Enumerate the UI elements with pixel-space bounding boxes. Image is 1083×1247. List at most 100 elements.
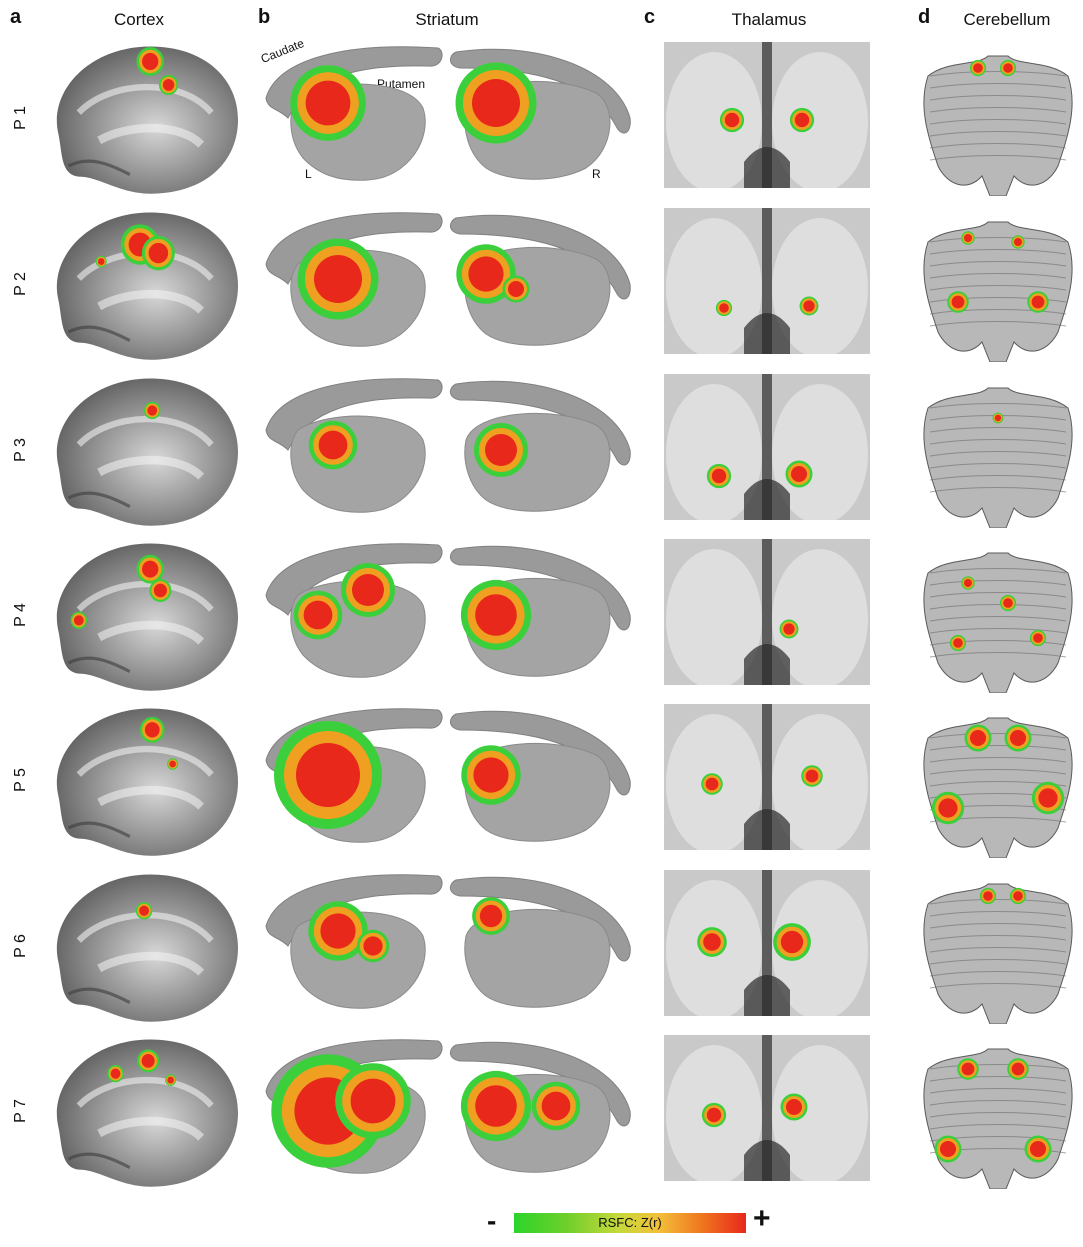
panel-title-cerebellum: Cerebellum [963, 10, 1051, 29]
cerebellum-activation-cluster [1007, 1058, 1029, 1080]
thalamus-mri-slice [664, 539, 870, 685]
cerebellum-activation-cluster [931, 791, 965, 825]
color-scale-bar: RSFC: Z(r) [514, 1213, 746, 1233]
cerebellum-activation-cluster [949, 634, 967, 652]
striatum-left-activation-cluster [356, 929, 390, 963]
cerebellum-flatmap [918, 1039, 1078, 1189]
striatum-right-activation-cluster [474, 423, 528, 477]
striatum-left-surface [258, 38, 448, 198]
right-hemisphere-label: R [592, 167, 601, 181]
cerebellum-flatmap [918, 46, 1078, 196]
striatum-left-activation-cluster [308, 420, 358, 470]
cerebellum-activation-cluster [957, 1058, 979, 1080]
cortex-activation-cluster [139, 716, 165, 743]
striatum-right-surface [446, 1031, 636, 1191]
panel-letter-d: d [918, 6, 931, 28]
striatum-right-surface [446, 38, 636, 198]
cerebellum-flatmap [918, 378, 1078, 528]
cortex-activation-cluster [167, 758, 179, 770]
thalamus-activation-cluster [780, 1093, 808, 1121]
cerebellum-activation-cluster [934, 1135, 962, 1163]
cerebellum-activation-cluster [1009, 887, 1027, 905]
thalamus-mri-slice [664, 1035, 870, 1181]
cerebellum-activation-cluster [1004, 724, 1032, 752]
striatum-left-activation-cluster [297, 238, 379, 320]
striatum-right-surface [446, 700, 636, 860]
striatum-left-surface [258, 370, 448, 530]
thalamus-activation-cluster [719, 107, 745, 133]
striatum-left-activation-cluster [293, 590, 343, 640]
cortex-activation-cluster [95, 255, 107, 268]
cortex-medial-surface [38, 866, 242, 1026]
striatum-left-activation-cluster [335, 1063, 411, 1139]
cortex-medial-surface [38, 700, 242, 860]
striatum-right-activation-cluster [456, 244, 516, 304]
cerebellum-activation-cluster [992, 412, 1004, 424]
striatum-right-activation-cluster [472, 897, 510, 935]
striatum-right-surface [446, 866, 636, 1026]
striatum-right-activation-cluster [455, 62, 537, 144]
row-label: P 1 [12, 106, 29, 130]
cerebellum-flatmap [918, 543, 1078, 693]
cerebellum-activation-cluster [1027, 291, 1049, 313]
panel-title-striatum: Striatum [415, 10, 479, 29]
thalamus-activation-cluster [701, 773, 723, 795]
striatum-left-activation-cluster [308, 901, 368, 961]
striatum-right-surface [446, 204, 636, 364]
thalamus-activation-cluster [706, 463, 732, 489]
cortex-activation-cluster [149, 578, 172, 602]
striatum-left-activation-cluster [274, 721, 382, 829]
panel-title-thalamus: Thalamus [731, 10, 807, 29]
cerebellum-activation-cluster [1024, 1135, 1052, 1163]
panel-letter-a: a [10, 6, 22, 28]
thalamus-mri-slice [664, 870, 870, 1016]
cortex-medial-surface [38, 204, 242, 364]
cerebellum-activation-cluster [1029, 629, 1047, 647]
thalamus-activation-cluster [801, 765, 823, 787]
cortex-medial-surface [38, 370, 242, 530]
cortex-activation-cluster [136, 554, 164, 584]
cerebellum-activation-cluster [969, 59, 987, 77]
cortex-activation-cluster [141, 235, 175, 271]
cerebellum-activation-cluster [999, 59, 1017, 77]
cerebellum-flatmap [918, 212, 1078, 362]
striatum-right-activation-cluster [461, 745, 521, 805]
striatum-left-surface [258, 204, 448, 364]
row-label: P 7 [12, 1099, 29, 1123]
legend-label: RSFC: Z(r) [598, 1215, 662, 1230]
cerebellum-activation-cluster [999, 594, 1017, 612]
striatum-right-surface [446, 370, 636, 530]
cortex-activation-cluster [143, 401, 161, 420]
striatum-left-surface [258, 535, 448, 695]
cerebellum-activation-cluster [1011, 235, 1025, 249]
striatum-left-surface [258, 1031, 448, 1191]
cerebellum-activation-cluster [961, 576, 975, 590]
cortex-activation-cluster [70, 611, 88, 629]
thalamus-mri-slice [664, 374, 870, 520]
striatum-right-activation-cluster [460, 1070, 532, 1142]
striatum-left-activation-cluster [290, 65, 366, 141]
panel-title-cortex: Cortex [113, 10, 165, 29]
striatum-left-surface [258, 866, 448, 1026]
row-label: P 3 [12, 438, 29, 462]
striatum-left-surface [258, 700, 448, 860]
cerebellum-activation-cluster [964, 724, 992, 752]
cortex-activation-cluster [165, 1074, 177, 1086]
row-label: P 2 [12, 272, 29, 296]
cerebellum-activation-cluster [979, 887, 997, 905]
cortex-activation-cluster [107, 1065, 124, 1083]
panel-letter-c: c [644, 6, 656, 28]
cortex-medial-surface [38, 38, 242, 198]
cortex-activation-cluster [135, 902, 153, 920]
legend-plus: + [753, 1202, 771, 1235]
thalamus-activation-cluster [789, 107, 815, 133]
row-label: P 5 [12, 768, 29, 792]
cerebellum-activation-cluster [947, 291, 969, 313]
thalamus-activation-cluster [785, 460, 813, 488]
cerebellum-activation-cluster [961, 231, 975, 245]
cerebellum-flatmap [918, 708, 1078, 858]
thalamus-mri-slice [664, 42, 870, 188]
legend-minus: - [487, 1205, 497, 1236]
thalamus-activation-cluster [779, 619, 799, 639]
thalamus-activation-cluster [701, 1102, 727, 1128]
